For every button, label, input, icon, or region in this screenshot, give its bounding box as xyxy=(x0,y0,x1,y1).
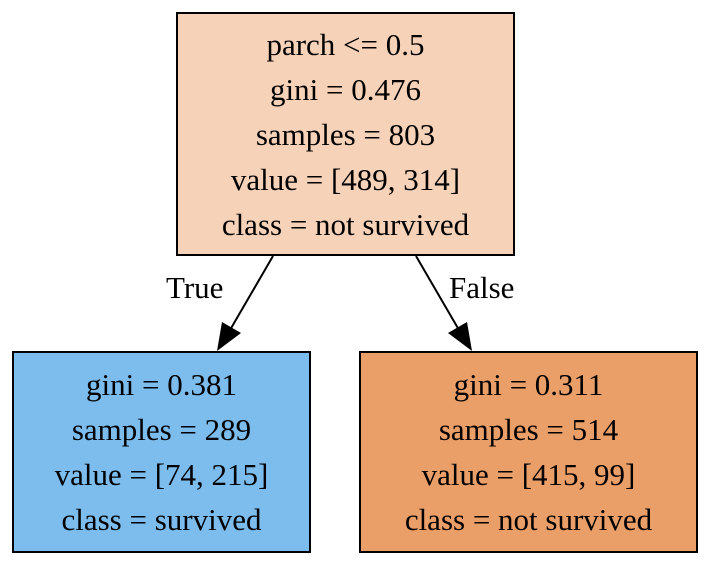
root-split-condition: parch <= 0.5 xyxy=(266,26,425,62)
right-leaf-node: gini = 0.311 samples = 514 value = [415,… xyxy=(359,351,698,553)
root-value: value = [489, 314] xyxy=(230,161,461,197)
edge-label-false: False xyxy=(449,270,515,305)
left-value: value = [74, 215] xyxy=(54,457,269,492)
arrowhead-false xyxy=(448,322,472,351)
edge-label-true: True xyxy=(166,270,224,305)
edge-false xyxy=(415,255,472,351)
root-gini: gini = 0.476 xyxy=(270,71,421,107)
edge-true xyxy=(217,255,274,351)
left-leaf-node: gini = 0.381 samples = 289 value = [74, … xyxy=(12,351,311,553)
root-samples: samples = 803 xyxy=(255,116,436,152)
root-node: parch <= 0.5 gini = 0.476 samples = 803 … xyxy=(176,12,515,256)
root-class: class = not survived xyxy=(221,206,470,242)
right-value: value = [415, 99] xyxy=(421,457,636,492)
arrowhead-true xyxy=(217,322,241,351)
left-samples: samples = 289 xyxy=(71,412,252,447)
left-class: class = survived xyxy=(61,502,262,537)
right-gini: gini = 0.311 xyxy=(453,367,604,402)
left-gini: gini = 0.381 xyxy=(86,367,237,402)
right-samples: samples = 514 xyxy=(438,412,619,447)
right-class: class = not survived xyxy=(404,502,653,537)
